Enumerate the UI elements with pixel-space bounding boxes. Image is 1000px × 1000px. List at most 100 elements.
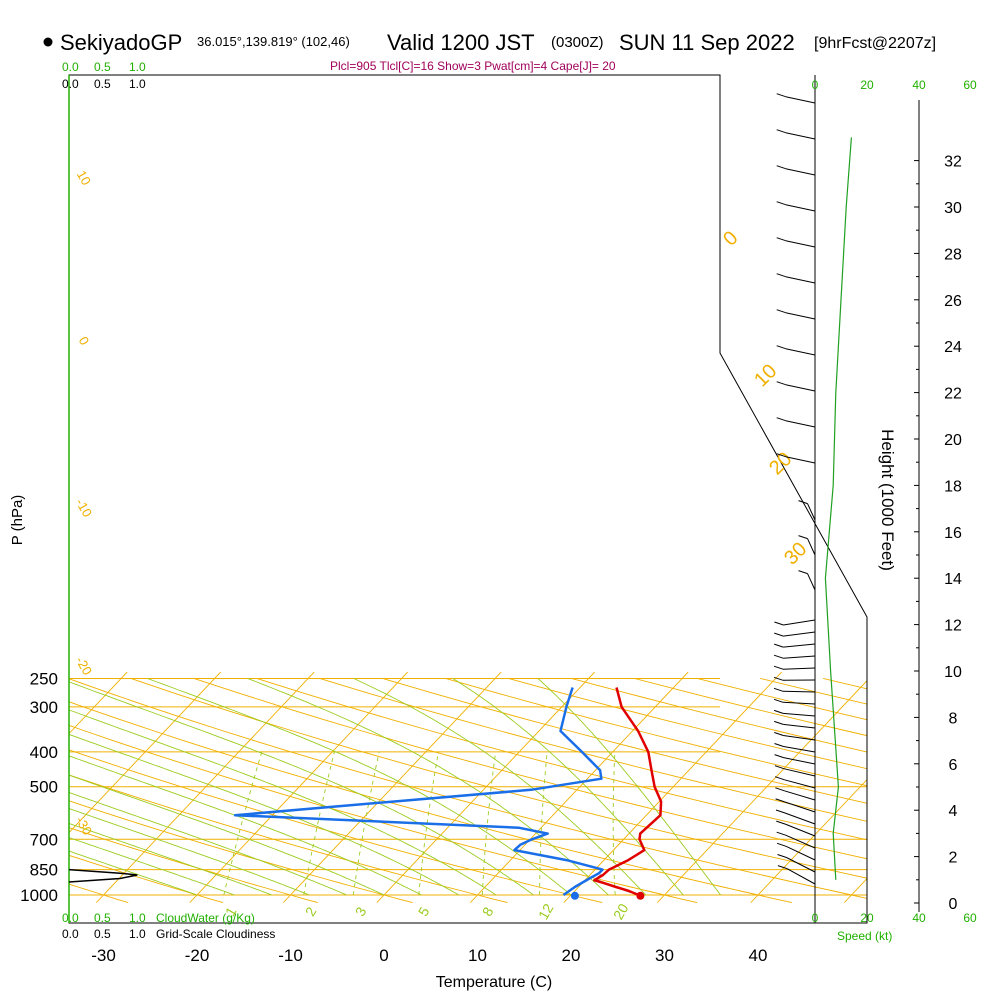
wind-barb [776, 381, 816, 392]
cloudiness-tick-top-1: 0.5 [94, 77, 111, 91]
wind-barb [774, 643, 816, 648]
speed-tick-bottom: 60 [963, 911, 977, 925]
isotherm [750, 779, 867, 903]
temperature-profile [593, 687, 663, 897]
wind-barb [776, 417, 816, 428]
wind-barb [798, 535, 816, 556]
height-tick-label: 20 [944, 432, 962, 449]
cloudwater-tick-top-0: 0.0 [62, 60, 79, 74]
pressure-tick-label: 250 [30, 669, 58, 688]
left-isotherm-label: 10 [74, 168, 94, 188]
height-tick-label: 22 [944, 386, 962, 403]
wind-barbs [773, 93, 852, 885]
wind-barb [774, 776, 816, 789]
pressure-tick-label: 700 [30, 830, 58, 849]
height-tick-label: 28 [944, 246, 962, 263]
dry-adiabat [193, 677, 867, 860]
wind-barb [777, 865, 816, 885]
mixing-ratio-label: 2 [302, 904, 320, 919]
wind-barb [775, 798, 816, 813]
height-tick-label: 2 [949, 850, 958, 867]
wind-barb [776, 842, 816, 861]
mixing-ratio-label: 20 [610, 901, 632, 923]
isotherm-label: 30 [780, 538, 811, 569]
moist-adiabat [452, 678, 684, 896]
isotherm [469, 671, 689, 903]
cloudiness-tick-bottom-2: 1.0 [129, 927, 146, 941]
temperature-tick-label: 10 [468, 946, 487, 965]
dry-adiabat [69, 774, 508, 904]
left-isotherm-label: 0 [76, 334, 93, 348]
moist-adiabat [147, 677, 572, 896]
dry-adiabat [69, 800, 413, 904]
height-tick-label: 4 [949, 803, 958, 820]
surface-dewpoint-marker [570, 891, 579, 900]
moist-adiabat [537, 678, 721, 896]
speed-tick-top: 60 [963, 78, 977, 92]
cloudiness-curve [68, 868, 138, 883]
wind-barb [774, 720, 816, 729]
left-isotherm-label: -10 [73, 496, 95, 520]
moist-adiabat [69, 791, 347, 896]
valid-time: Valid 1200 JST [387, 30, 535, 55]
speed-tick-top: 0 [812, 78, 819, 92]
speed-tick-bottom: 20 [860, 911, 874, 925]
pressure-tick-label: 1000 [20, 886, 58, 905]
wind-barb [776, 237, 816, 248]
temperature-tick-label: 40 [749, 946, 768, 965]
mixing-ratio-line-2 [303, 751, 335, 896]
height-tick-label: 24 [944, 339, 962, 356]
wind-barb [773, 676, 816, 681]
mixing-ratio-label: 12 [535, 901, 557, 923]
wind-barb [773, 687, 816, 693]
wind-barb [776, 165, 816, 176]
mixing-ratio-line-20 [612, 751, 616, 896]
temperature-tick-label: 0 [379, 946, 388, 965]
y-axis-label: P (hPa) [9, 495, 26, 546]
wind-barb [773, 698, 816, 705]
cloudiness-profile [68, 868, 138, 883]
wind-barb [777, 854, 816, 873]
height-tick-label: 0 [949, 896, 958, 913]
mixing-ratio-line-8 [481, 751, 497, 896]
dry-adiabat [69, 678, 867, 899]
mixing-ratio-line-1 [223, 751, 263, 896]
wind-barb [776, 309, 816, 320]
wind-barb [776, 201, 816, 212]
dry-adiabat [445, 677, 867, 787]
mixing-ratio-label: 3 [352, 904, 370, 919]
stability-indices: Plcl=905 Tlcl[C]=16 Show=3 Pwat[cm]=4 Ca… [330, 59, 616, 73]
dry-adiabat [760, 677, 867, 705]
height-axis-label: Height (1000 Feet) [878, 429, 897, 571]
cloudiness-tick-top-0: 0.0 [62, 77, 79, 91]
pressure-tick-label: 400 [30, 743, 58, 762]
cloudwater-label: CloudWater (g/Kg) [156, 911, 255, 925]
speed-tick-top: 20 [860, 78, 874, 92]
speed-tick-top: 40 [912, 78, 926, 92]
mixing-ratio-label: 8 [479, 904, 497, 919]
dry-adiabat [822, 677, 867, 690]
height-tick-label: 6 [949, 757, 958, 774]
height-tick-label: 32 [944, 154, 962, 171]
moist-adiabat [69, 681, 534, 896]
cloudwater-tick-bottom-1: 0.5 [94, 911, 111, 925]
dry-adiabat [69, 724, 698, 904]
background-lines [69, 671, 1000, 904]
speed-axis-label: Speed (kt) [837, 929, 892, 943]
wind-barb [774, 754, 816, 765]
wind-barb [776, 820, 816, 837]
temperature-tick-label: -30 [91, 946, 116, 965]
isotherm [282, 671, 502, 903]
pressure-tick-label: 500 [30, 778, 58, 797]
isotherm [938, 672, 1000, 903]
isotherm [563, 671, 783, 903]
height-tick-label: 18 [944, 478, 962, 495]
isotherm [189, 671, 409, 903]
isotherm [95, 671, 315, 903]
cloudiness-tick-bottom-1: 0.5 [94, 927, 111, 941]
cloudwater-tick-top-1: 0.5 [94, 60, 111, 74]
wind-barb [776, 345, 816, 356]
dry-adiabat [256, 677, 867, 841]
moist-adiabat [69, 837, 235, 896]
